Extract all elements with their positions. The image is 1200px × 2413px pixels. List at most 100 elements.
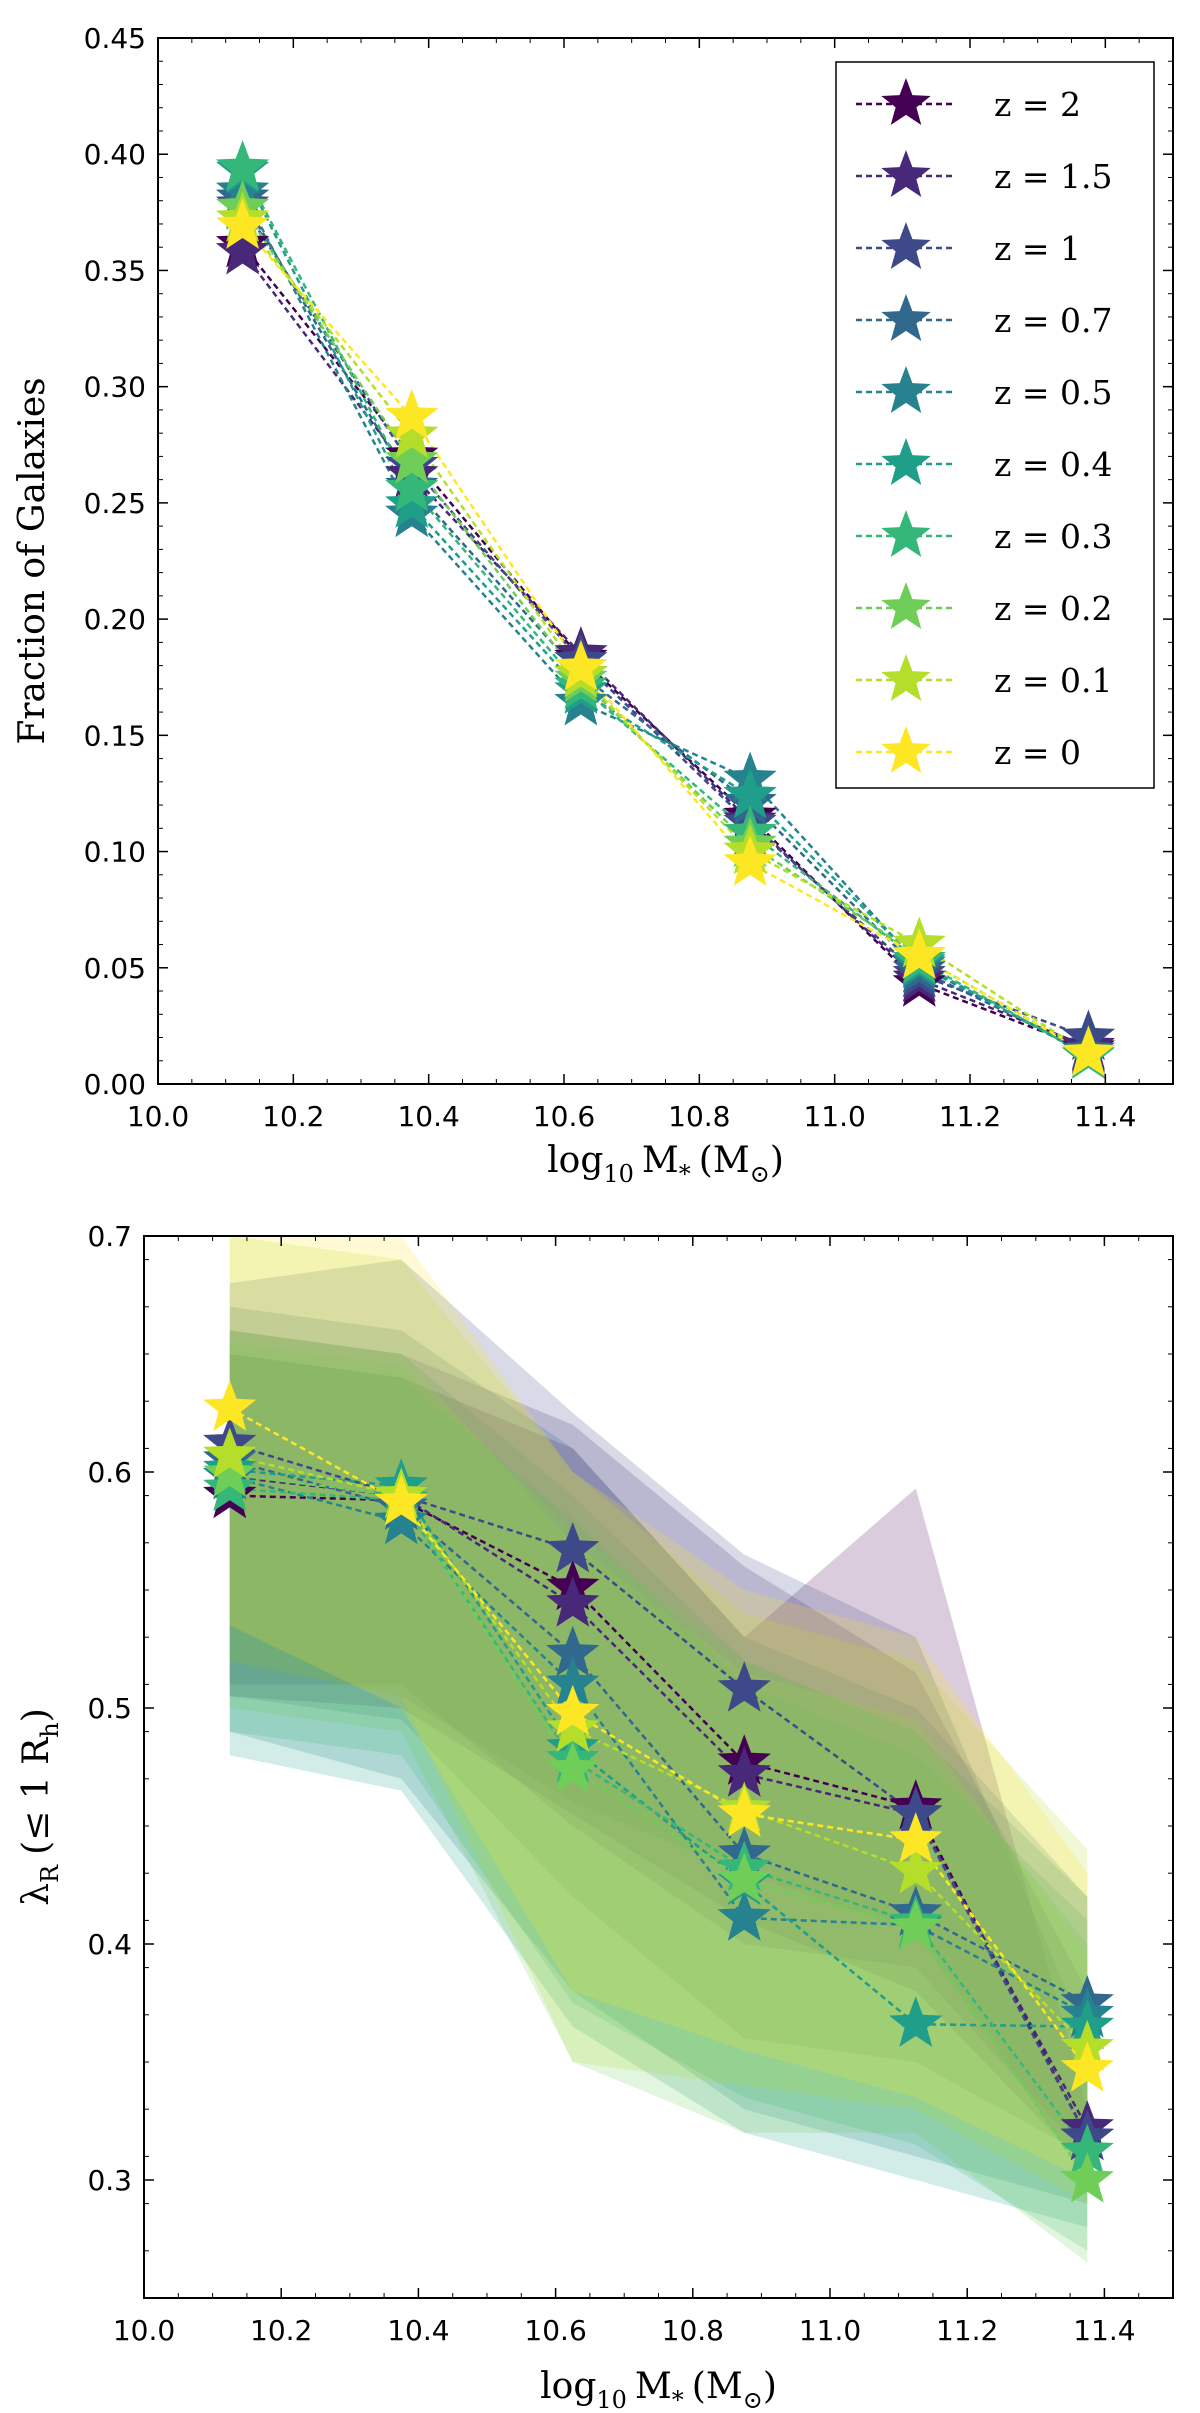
top-x-label-text: log10 M* (M⊙) xyxy=(547,1140,784,1188)
top-series-line-9 xyxy=(241,225,1090,1055)
top-x-tick-label: 11.2 xyxy=(939,1100,1001,1133)
top-y-tick-label: 0.20 xyxy=(84,603,146,636)
bottom-x-label-text: log10 M* (M⊙) xyxy=(540,2366,777,2413)
legend-label: z = 1.5 xyxy=(994,157,1113,196)
top-point-9-0 xyxy=(215,198,270,249)
bottom-band-8 xyxy=(229,1236,1088,2204)
bottom-band-9 xyxy=(229,1236,1088,2180)
top-chart-panel: 10.0 10.2 10.4 10.6 10.8 11.0 11.2 11.4 0.00 0.05… xyxy=(12,22,1174,1188)
top-x-tick-label: 10.6 xyxy=(533,1100,595,1133)
top-y-tick-label: 0.00 xyxy=(84,1068,146,1101)
bottom-band-6 xyxy=(229,1342,1088,2251)
legend-star xyxy=(881,222,931,270)
top-x-axis-label: log10 M* (M⊙) xyxy=(547,1140,784,1188)
top-y-tick-label: 0.45 xyxy=(84,22,146,55)
legend-label: z = 1 xyxy=(994,229,1081,268)
legend-label: z = 0.4 xyxy=(994,445,1113,484)
top-x-tick-label: 11.4 xyxy=(1074,1100,1136,1133)
top-y-tick-label: 0.40 xyxy=(84,138,146,171)
bottom-point-8-4 xyxy=(889,1842,943,1894)
xlabel-close: ) xyxy=(763,2366,777,2407)
legend-label: z = 0.1 xyxy=(994,661,1113,700)
bottom-point-9-4 xyxy=(889,1812,943,1863)
legend-entry: z = 1 xyxy=(856,222,1081,270)
legend-entry: z = 0.5 xyxy=(856,366,1113,414)
bottom-y-label-text: λR (≤ 1 Rh) xyxy=(16,1708,64,1906)
legend-star xyxy=(881,582,931,630)
legend-label: z = 0.5 xyxy=(994,373,1113,412)
bottom-point-4-1 xyxy=(374,1493,428,1545)
legend-entry: z = 0.3 xyxy=(856,510,1113,558)
top-x-tick-label: 11.0 xyxy=(803,1100,865,1133)
ylabel-r-sub: h xyxy=(36,1722,64,1737)
bottom-point-3-2 xyxy=(546,1625,600,1677)
bottom-y-axis-label: λR (≤ 1 Rh) xyxy=(16,1708,64,1906)
top-series-line-4 xyxy=(241,190,1089,1055)
legend-box xyxy=(835,61,1155,789)
legend-star xyxy=(881,654,931,702)
legend-label: z = 2 xyxy=(994,85,1081,124)
bottom-series-line-8 xyxy=(229,1454,1089,2049)
bottom-x-tick-label: 10.4 xyxy=(387,2314,449,2347)
bottom-point-9-5 xyxy=(1060,2041,1114,2092)
bottom-band-0 xyxy=(229,1354,1088,2169)
legend-star xyxy=(881,150,931,198)
top-point-5-3 xyxy=(723,767,777,819)
legend-star xyxy=(881,366,931,414)
top-y-tick-label: 0.15 xyxy=(84,719,146,752)
legend-entry: z = 1.5 xyxy=(856,150,1113,198)
bottom-point-7-2 xyxy=(546,1741,600,1793)
xlabel-log: log xyxy=(547,1140,603,1181)
legend-star xyxy=(881,78,931,126)
xlabel-close: ) xyxy=(770,1140,784,1181)
xlabel-unit-sub: ⊙ xyxy=(750,1160,770,1188)
bottom-x-axis-label: log10 M* (M⊙) xyxy=(540,2366,777,2413)
bottom-y-tick-label: 0.5 xyxy=(87,1692,132,1725)
bottom-x-tick-label: 11.4 xyxy=(1073,2314,1135,2347)
bottom-y-tick-label: 0.6 xyxy=(87,1456,132,1489)
top-series-line-3 xyxy=(241,197,1089,1053)
top-point-6-1 xyxy=(385,460,439,512)
bottom-point-8-0 xyxy=(203,1427,257,1479)
bottom-y-tick-label: 0.4 xyxy=(87,1928,132,1961)
top-point-9-5 xyxy=(1061,1025,1116,1077)
legend-star xyxy=(881,510,931,558)
top-point-9-1 xyxy=(385,388,439,440)
xlabel-unit: (M xyxy=(699,1140,750,1181)
ylabel-close: ) xyxy=(16,1708,57,1722)
top-series-line-5 xyxy=(241,169,1090,1058)
top-y-tick-label: 0.05 xyxy=(84,952,146,985)
bottom-y-tick-label: 0.7 xyxy=(87,1220,132,1253)
bottom-point-2-4 xyxy=(889,1786,943,1837)
legend-star xyxy=(881,294,931,342)
top-series-line-6 xyxy=(241,167,1090,1058)
top-y-label-text: Fraction of Galaxies xyxy=(12,377,53,744)
xlabel-unit: (M xyxy=(692,2366,743,2407)
top-y-axis-label: Fraction of Galaxies xyxy=(12,377,53,744)
bottom-point-7-3 xyxy=(717,1852,771,1903)
legend-label: z = 0.7 xyxy=(994,301,1113,340)
top-point-5-1 xyxy=(385,477,439,528)
top-point-9-2 xyxy=(554,639,608,691)
bottom-band-5 xyxy=(229,1354,1088,2228)
bottom-point-2-2 xyxy=(546,1521,600,1573)
top-point-6-0 xyxy=(215,140,270,191)
bottom-point-9-3 xyxy=(717,1786,771,1837)
bottom-point-9-0 xyxy=(203,1380,257,1431)
bottom-series-line-2 xyxy=(229,1442,1089,2139)
legend-label: z = 0 xyxy=(994,733,1081,772)
bottom-x-tick-label: 11.0 xyxy=(799,2314,861,2347)
ylabel-lambda: λ xyxy=(16,1883,57,1906)
bottom-point-8-2 xyxy=(546,1701,600,1752)
bottom-series-line-7 xyxy=(229,1473,1089,2181)
bottom-point-1-3 xyxy=(717,1746,771,1797)
xlabel-log-sub: 10 xyxy=(603,1160,634,1188)
bottom-point-2-3 xyxy=(717,1661,771,1712)
bottom-point-9-1 xyxy=(374,1474,428,1526)
xlabel-m: M xyxy=(635,2366,672,2407)
xlabel-m: M xyxy=(642,1140,679,1181)
top-y-tick-label: 0.10 xyxy=(84,836,146,869)
ylabel-open: (≤ 1 R xyxy=(16,1737,57,1855)
bottom-x-tick-label: 10.2 xyxy=(250,2314,312,2347)
